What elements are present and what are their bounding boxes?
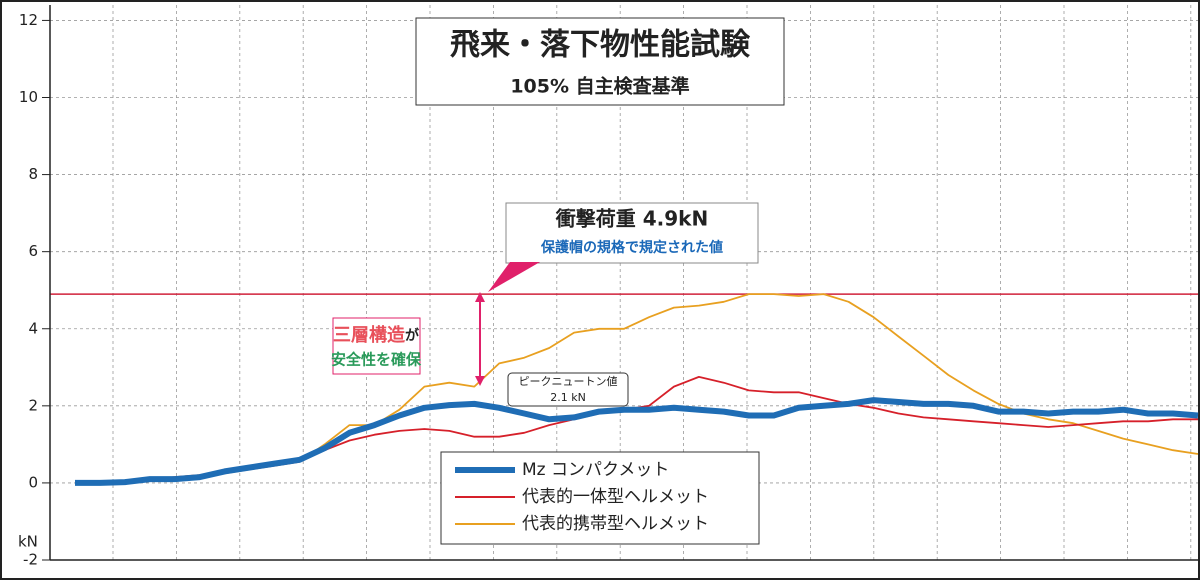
y-tick-label: 10 xyxy=(19,88,38,106)
ref-label: 衝撃荷重 4.9kN xyxy=(555,207,708,231)
annotation-part: 三層構造 xyxy=(333,324,405,346)
peak-title: ピークニュートン値 xyxy=(519,375,618,388)
ref-note: 保護帽の規格で規定された値 xyxy=(540,239,723,256)
y-tick-label: 6 xyxy=(28,242,38,260)
y-axis-label: kN xyxy=(18,533,38,551)
annotation-part: 安全性を確保 xyxy=(331,351,422,369)
y-tick-label: 2 xyxy=(28,396,38,414)
plot xyxy=(50,293,1199,486)
ref-callout-box xyxy=(505,202,759,264)
peak-value: 2.1 kN xyxy=(550,391,586,404)
series-line xyxy=(75,397,1199,486)
y-tick-label: 8 xyxy=(28,165,38,183)
arrow-head xyxy=(475,376,485,386)
y-tick-label: 12 xyxy=(19,11,38,29)
legend-label: Mz コンパクメット xyxy=(522,460,669,480)
annotation: 三層構造が xyxy=(333,324,420,346)
y-tick-label: 0 xyxy=(28,473,38,491)
arrow-head xyxy=(475,292,485,302)
legend-label: 代表的一体型ヘルメット xyxy=(522,487,709,507)
y-tick-label: 4 xyxy=(28,319,38,337)
annotation-part: が xyxy=(405,327,420,344)
chart-subtitle: 105% 自主検査基準 xyxy=(510,75,689,98)
legend-label: 代表的携帯型ヘルメット xyxy=(522,514,709,534)
chart-title: 飛来・落下物性能試験 xyxy=(450,28,751,63)
y-tick-label: -2 xyxy=(23,551,38,569)
callout-pointer xyxy=(488,262,540,292)
title-box xyxy=(415,17,785,106)
annotation-box xyxy=(332,317,421,375)
peak-box xyxy=(507,372,629,407)
